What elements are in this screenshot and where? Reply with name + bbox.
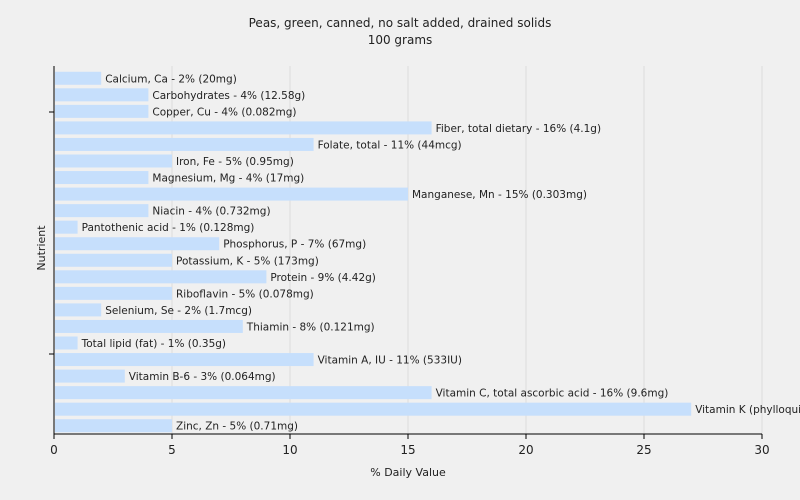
bar-label: Pantothenic acid - 1% (0.128mg)	[82, 222, 255, 234]
bar-label: Zinc, Zn - 5% (0.71mg)	[176, 421, 298, 433]
x-tick-label: 30	[754, 443, 769, 457]
bar	[55, 204, 149, 218]
bar-label: Selenium, Se - 2% (1.7mcg)	[105, 305, 252, 317]
x-tick-label: 20	[518, 443, 533, 457]
bar	[55, 154, 172, 168]
bar	[55, 336, 78, 350]
chart-title: Peas, green, canned, no salt added, drai…	[249, 16, 552, 30]
bar-label: Protein - 9% (4.42g)	[270, 272, 376, 284]
x-tick-label: 25	[636, 443, 651, 457]
bar	[55, 353, 314, 367]
y-axis-label: Nutrient	[35, 225, 48, 271]
bar-label: Vitamin B-6 - 3% (0.064mg)	[129, 371, 276, 383]
bar-label: Total lipid (fat) - 1% (0.35g)	[81, 338, 226, 350]
bar-label: Vitamin C, total ascorbic acid - 16% (9.…	[436, 388, 669, 400]
bar	[55, 237, 220, 251]
bar-label: Vitamin A, IU - 11% (533IU)	[318, 355, 462, 367]
bar	[55, 121, 432, 135]
bar-label: Folate, total - 11% (44mcg)	[318, 139, 462, 151]
bar	[55, 319, 243, 333]
bar	[55, 220, 78, 234]
bar	[55, 402, 692, 416]
bar-label: Niacin - 4% (0.732mg)	[152, 206, 270, 218]
bar-label: Manganese, Mn - 15% (0.303mg)	[412, 189, 587, 201]
bar	[55, 369, 125, 383]
x-tick-label: 10	[282, 443, 297, 457]
bar-label: Phosphorus, P - 7% (67mg)	[223, 239, 366, 251]
bar-label: Fiber, total dietary - 16% (4.1g)	[436, 123, 601, 135]
bar-label: Potassium, K - 5% (173mg)	[176, 255, 319, 267]
bar	[55, 88, 149, 102]
bar	[55, 386, 432, 400]
bar-label: Carbohydrates - 4% (12.58g)	[152, 90, 305, 102]
bar-label: Riboflavin - 5% (0.078mg)	[176, 288, 314, 300]
bars: Calcium, Ca - 2% (20mg) Carbohydrates - 4…	[55, 71, 800, 433]
x-tick-label: 5	[168, 443, 176, 457]
bar-label: Thiamin - 8% (0.121mg)	[246, 321, 375, 333]
bar	[55, 137, 314, 151]
bar	[55, 303, 102, 317]
x-tick-label: 15	[400, 443, 415, 457]
bar	[55, 171, 149, 185]
bar	[55, 419, 172, 433]
bar	[55, 253, 172, 267]
bar-label: Magnesium, Mg - 4% (17mg)	[152, 173, 304, 185]
bar	[55, 286, 172, 300]
bar-label: Vitamin K (phylloquinone) - 27% (21.4mcg…	[695, 404, 800, 416]
bar	[55, 270, 267, 284]
bar-label: Calcium, Ca - 2% (20mg)	[105, 73, 237, 85]
bar	[55, 71, 102, 85]
bar-label: Copper, Cu - 4% (0.082mg)	[152, 106, 296, 118]
bar	[55, 104, 149, 118]
bar	[55, 187, 408, 201]
bar-label: Iron, Fe - 5% (0.95mg)	[176, 156, 294, 168]
axes: 0 5 10 15 20 25 30	[49, 66, 770, 457]
chart-subtitle: 100 grams	[368, 33, 433, 47]
x-tick-label: 0	[50, 443, 58, 457]
x-axis-label: % Daily Value	[370, 466, 446, 479]
